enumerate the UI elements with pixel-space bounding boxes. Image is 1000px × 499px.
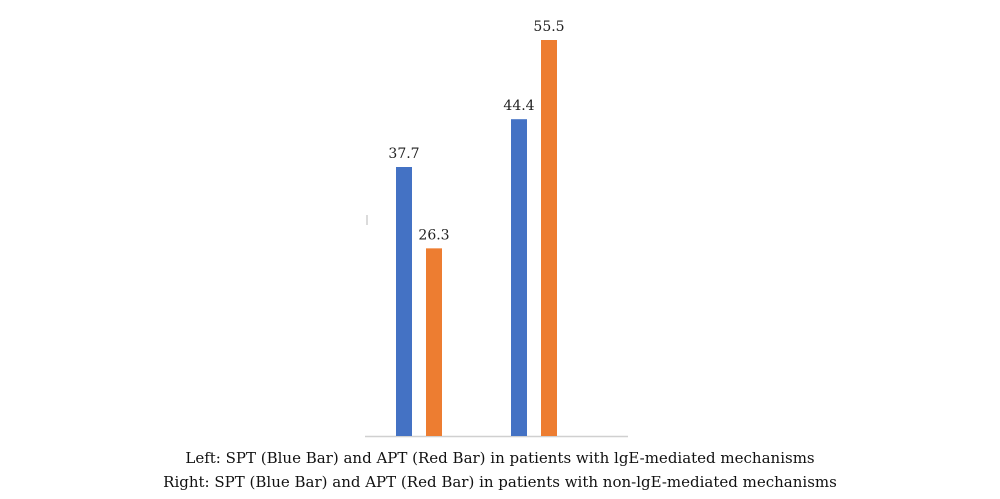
bar-group2-series2 [541,40,557,436]
caption-right-description: Right: SPT (Blue Bar) and APT (Red Bar) … [163,473,837,491]
bars-layer [396,40,557,436]
caption-left-description: Left: SPT (Blue Bar) and APT (Red Bar) i… [185,449,815,467]
bar-group2-series1 [511,119,527,436]
data-labels-layer: 37.7 44.4 26.3 55.5 [388,19,564,243]
data-label-group1-series2: 26.3 [418,227,449,243]
bar-group1-series2 [426,248,442,436]
data-label-group2-series1: 44.4 [503,98,534,114]
data-label-group2-series2: 55.5 [533,19,564,35]
bar-group1-series1 [396,167,412,436]
data-label-group1-series1: 37.7 [388,146,419,162]
